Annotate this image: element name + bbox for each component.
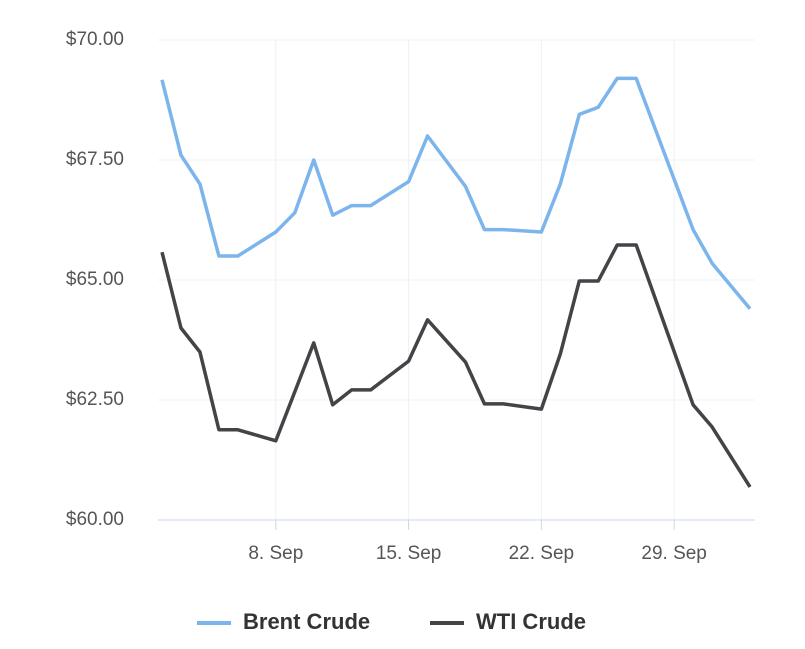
series-line	[160, 76, 752, 310]
x-tick-label: 22. Sep	[509, 543, 575, 564]
legend-label: Brent Crude	[243, 609, 370, 634]
y-tick-label: $62.50	[66, 389, 124, 410]
x-tick-label: 15. Sep	[376, 543, 442, 564]
x-tick-label: 8. Sep	[248, 543, 303, 564]
y-tick-label: $70.00	[66, 29, 124, 50]
y-tick-label: $67.50	[66, 149, 124, 170]
legend-label: WTI Crude	[476, 609, 586, 634]
x-tick-label: 29. Sep	[641, 543, 707, 564]
y-tick-label: $65.00	[66, 269, 124, 290]
y-tick-label: $60.00	[66, 509, 124, 530]
series-line	[160, 243, 752, 488]
